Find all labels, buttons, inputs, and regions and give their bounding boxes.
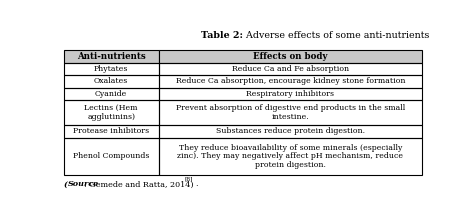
Bar xyxy=(64,88,159,100)
Text: They reduce bioavailability of some minerals (especially
zinc). They may negativ: They reduce bioavailability of some mine… xyxy=(177,144,403,169)
Text: Prevent absorption of digestive end products in the small
intestine.: Prevent absorption of digestive end prod… xyxy=(176,104,405,121)
Bar xyxy=(159,75,422,88)
Bar xyxy=(64,125,159,138)
Bar xyxy=(64,63,159,75)
Text: Anti-nutrients: Anti-nutrients xyxy=(77,52,146,61)
Text: Reduce Ca absorption, encourage kidney stone formation: Reduce Ca absorption, encourage kidney s… xyxy=(176,78,405,85)
Text: Adverse effects of some anti-nutrients: Adverse effects of some anti-nutrients xyxy=(243,31,429,40)
Bar xyxy=(64,50,159,63)
Bar xyxy=(159,100,422,125)
Text: Phytates: Phytates xyxy=(94,65,128,73)
Bar xyxy=(159,50,422,63)
Text: Substances reduce protein digestion.: Substances reduce protein digestion. xyxy=(216,127,365,136)
Text: Respiratory inhibitors: Respiratory inhibitors xyxy=(246,90,335,98)
Text: Source: Source xyxy=(68,180,100,188)
Text: Cyanide: Cyanide xyxy=(95,90,128,98)
Bar xyxy=(64,75,159,88)
Bar xyxy=(64,138,159,175)
Bar xyxy=(159,63,422,75)
Bar xyxy=(159,138,422,175)
Text: Phenol Compounds: Phenol Compounds xyxy=(73,153,149,160)
Bar xyxy=(64,100,159,125)
Bar xyxy=(159,50,422,63)
Text: Protease inhibitors: Protease inhibitors xyxy=(73,127,149,136)
Bar xyxy=(64,50,159,63)
Text: Reduce Ca and Fe absorption: Reduce Ca and Fe absorption xyxy=(232,65,349,73)
Text: [8]: [8] xyxy=(185,176,193,181)
Bar xyxy=(159,125,422,138)
Text: Table 2:: Table 2: xyxy=(201,31,243,40)
Text: .: . xyxy=(195,180,197,188)
Text: Effects on body: Effects on body xyxy=(253,52,328,61)
Text: Lectins (Hem
agglutinins): Lectins (Hem agglutinins) xyxy=(84,104,138,121)
Bar xyxy=(159,88,422,100)
Text: : Gemede and Ratta, 2014): : Gemede and Ratta, 2014) xyxy=(84,180,196,188)
Text: Oxalates: Oxalates xyxy=(94,78,128,85)
Text: (: ( xyxy=(64,180,67,188)
